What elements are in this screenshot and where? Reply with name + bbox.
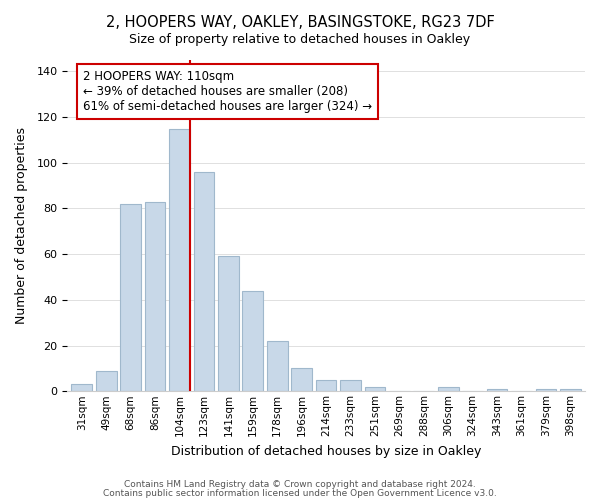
Text: 2, HOOPERS WAY, OAKLEY, BASINGSTOKE, RG23 7DF: 2, HOOPERS WAY, OAKLEY, BASINGSTOKE, RG2… <box>106 15 494 30</box>
Bar <box>145 202 166 392</box>
Bar <box>536 389 556 392</box>
Bar <box>96 370 116 392</box>
Bar <box>365 386 385 392</box>
Y-axis label: Number of detached properties: Number of detached properties <box>15 127 28 324</box>
Bar <box>560 389 581 392</box>
Bar <box>218 256 239 392</box>
Bar <box>242 290 263 392</box>
Bar <box>316 380 337 392</box>
Bar <box>340 380 361 392</box>
Bar <box>291 368 312 392</box>
Bar <box>438 386 458 392</box>
Text: 2 HOOPERS WAY: 110sqm
← 39% of detached houses are smaller (208)
61% of semi-det: 2 HOOPERS WAY: 110sqm ← 39% of detached … <box>83 70 372 113</box>
Bar <box>194 172 214 392</box>
Bar <box>121 204 141 392</box>
Bar <box>71 384 92 392</box>
Text: Contains HM Land Registry data © Crown copyright and database right 2024.: Contains HM Land Registry data © Crown c… <box>124 480 476 489</box>
Bar <box>487 389 508 392</box>
X-axis label: Distribution of detached houses by size in Oakley: Distribution of detached houses by size … <box>171 444 481 458</box>
Bar <box>169 128 190 392</box>
Text: Contains public sector information licensed under the Open Government Licence v3: Contains public sector information licen… <box>103 488 497 498</box>
Text: Size of property relative to detached houses in Oakley: Size of property relative to detached ho… <box>130 32 470 46</box>
Bar <box>267 341 287 392</box>
